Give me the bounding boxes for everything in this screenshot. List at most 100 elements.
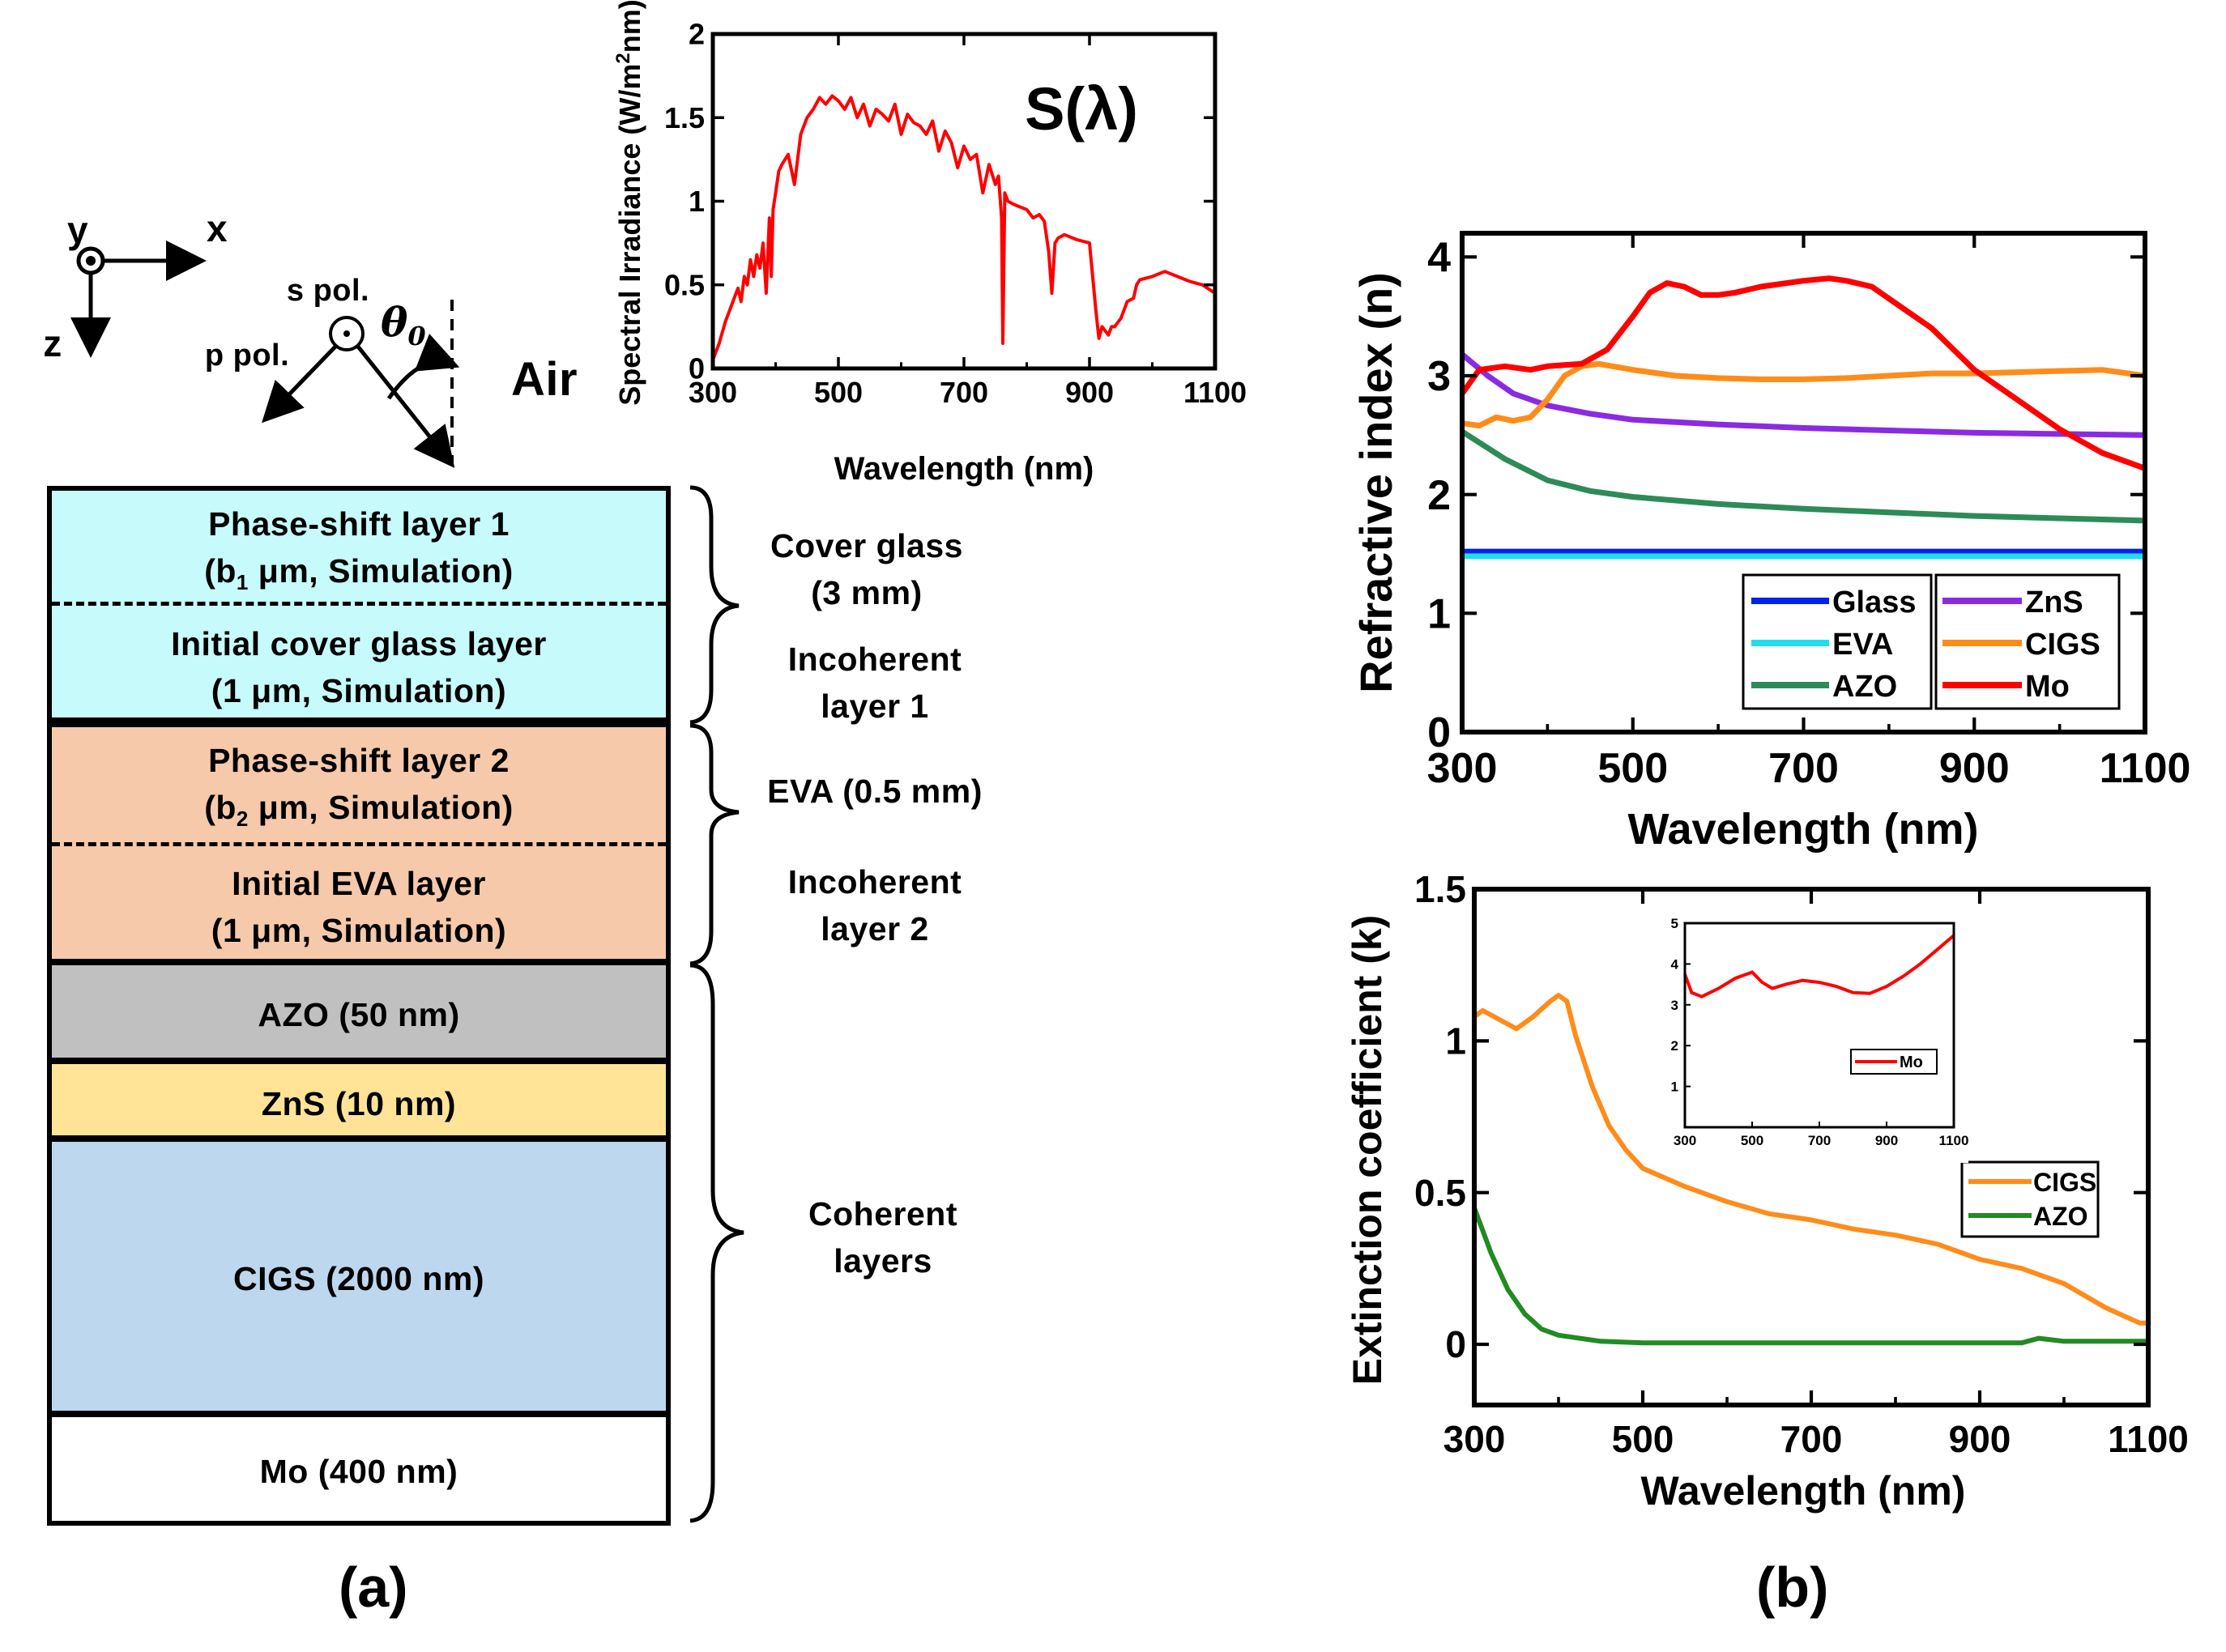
inset-x-tick-label: 900 — [1875, 1133, 1898, 1148]
y-tick-label: 0 — [1427, 709, 1451, 756]
x-tick-label: 300 — [1427, 745, 1498, 792]
y-tick-label: 0 — [689, 352, 705, 385]
legend-label-mo: Mo — [2025, 670, 2070, 704]
mo-layer-label: Mo (400 nm) — [259, 1453, 458, 1490]
x-tick-label: 1100 — [2108, 1418, 2189, 1460]
series-line-azo — [1472, 1207, 2148, 1346]
x-tick-label: 500 — [1612, 1418, 1674, 1460]
panel-a-label: (a) — [339, 1556, 408, 1619]
series-line-s- — [711, 94, 1217, 361]
y-tick-label: 1 — [1427, 591, 1451, 638]
incoherent-layer-1-label: Incoherent layer 1 — [787, 641, 962, 725]
incoherent-layer-2-label: Incoherent layer 2 — [787, 863, 962, 947]
inset-chart: 300 500 700 900 1100 1 2 3 4 5 Mo — [1671, 916, 1969, 1163]
x-tick-label: 500 — [814, 376, 863, 409]
p-polarization-label: p pol. — [204, 338, 290, 373]
series-line-mo — [1460, 275, 2147, 471]
phase-shift-layer-2-detail: (b2 μm, Simulation) — [204, 789, 514, 832]
y-tick-label: 4 — [1427, 235, 1451, 282]
azo-layer-label: AZO (50 nm) — [258, 996, 460, 1033]
y-tick-label: 0.5 — [664, 268, 705, 301]
y-tick-label: 0 — [1445, 1323, 1466, 1365]
legend: Glass EVA AZO ZnS CIGS Mo — [1742, 573, 2121, 710]
x-axis-title: Wavelength (nm) — [1627, 805, 1978, 854]
x-tick-label: 700 — [940, 376, 988, 409]
s-polarization-label: s pol. — [286, 274, 370, 308]
inset-x-tick-label: 300 — [1674, 1133, 1696, 1148]
cover-glass-brace-label: Cover glass (3 mm) — [770, 527, 963, 611]
series-line-azo — [1461, 428, 2146, 524]
legend-label-glass: Glass — [1832, 585, 1917, 620]
cover-glass-layer-box: Phase-shift layer 1 (b1 μm, Simulation) … — [47, 486, 671, 722]
coordinate-axes — [70, 241, 207, 358]
cigs-layer-label: CIGS (2000 nm) — [232, 1260, 485, 1297]
coherent-layers-label: Coherent layers — [808, 1195, 957, 1279]
x-tick-label: 500 — [1597, 745, 1668, 792]
phase-shift-layer-2-title: Phase-shift layer 2 — [208, 742, 510, 779]
inset-y-tick-label: 5 — [1671, 916, 1678, 931]
air-label: Air — [510, 353, 578, 406]
x-tick-label: 700 — [1768, 745, 1839, 792]
inset-legend-label: Mo — [1900, 1054, 1923, 1071]
y-axis-label: y — [66, 209, 89, 251]
spectrum-annotation: S(λ) — [1025, 75, 1138, 143]
series-line-zns — [1460, 351, 2146, 438]
legend: CIGS AZO — [1960, 1160, 2100, 1238]
y-tick-label: 1 — [689, 185, 705, 218]
y-tick-label: 0.5 — [1414, 1172, 1466, 1214]
phase-shift-divider-2 — [52, 842, 666, 846]
series-line-cigs — [1473, 993, 2148, 1326]
x-axis-title: Wavelength (nm) — [1641, 1468, 1966, 1514]
x-tick-label: 1100 — [2100, 745, 2191, 792]
y-tick-label: 1.5 — [1414, 868, 1466, 910]
plot-frame — [710, 32, 1217, 371]
y-tick-label: 1 — [1445, 1020, 1466, 1062]
inset-y-tick-label: 2 — [1671, 1038, 1678, 1054]
y-tick-label: 2 — [1427, 472, 1451, 519]
initial-eva-detail: (1 μm, Simulation) — [211, 912, 507, 949]
series-line-cigs — [1461, 360, 2146, 429]
inset-y-tick-label: 3 — [1671, 998, 1678, 1013]
panel-b-label: (b) — [1756, 1556, 1829, 1619]
x-tick-label: 300 — [1443, 1418, 1506, 1460]
x-tick-label: 900 — [1939, 745, 2010, 792]
y-axis-title: Spectral Irradiance (W/m2nm) — [612, 0, 647, 406]
chart-refractive: 300 500 700 900 1100 0 1 2 3 4 Wavelength (nm) Refr… — [1350, 231, 2191, 854]
phase-shift-layer-1-detail: (b1 μm, Simulation) — [204, 552, 514, 595]
zns-layer-label: ZnS (10 nm) — [261, 1085, 457, 1122]
eva-brace-label: EVA (0.5 mm) — [767, 773, 983, 810]
phase-shift-divider-1 — [52, 602, 666, 606]
chart-extinction: 300 500 700 900 1100 0 0.5 1 1.5 Wavelength (nm) E… — [1345, 868, 2189, 1514]
y-axis-title: Refractive index (n) — [1350, 272, 1401, 693]
mo-layer: Mo (400 nm) — [47, 1412, 671, 1526]
x-tick-label: 900 — [1065, 376, 1114, 409]
initial-cover-glass-title: Initial cover glass layer — [171, 625, 547, 662]
legend-label-cigs: CIGS — [2033, 1168, 2096, 1197]
legend-label-eva: EVA — [1832, 628, 1893, 662]
inset-x-tick-label: 500 — [1741, 1133, 1763, 1148]
y-tick-label: 1.5 — [664, 101, 705, 134]
x-tick-label: 300 — [689, 376, 737, 409]
x-axis-label: x — [206, 207, 228, 249]
legend-label-azo: AZO — [1832, 670, 1897, 704]
x-axis-title: Wavelength (nm) — [834, 451, 1094, 487]
legend-label-azo: AZO — [2033, 1202, 2088, 1231]
incidence-diagram — [262, 300, 460, 468]
inset-series-mo — [1683, 934, 1955, 998]
initial-eva-title: Initial EVA layer — [232, 865, 486, 902]
chart-spectrum: 300 500 700 900 1100 0 0.5 1 1.5 2 Wavelength (nm)… — [612, 0, 1247, 487]
initial-cover-glass-detail: (1 μm, Simulation) — [211, 672, 507, 709]
legend-label-zns: ZnS — [2025, 585, 2083, 620]
inset-x-tick-label: 700 — [1808, 1133, 1831, 1148]
x-tick-label: 700 — [1780, 1418, 1843, 1460]
y-tick-label: 3 — [1427, 353, 1451, 400]
z-axis-label: z — [43, 322, 62, 364]
y-tick-label: 2 — [689, 18, 705, 51]
azo-layer: AZO (50 nm) — [47, 960, 671, 1062]
inset-x-tick-label: 1100 — [1939, 1133, 1969, 1148]
inset-background — [1675, 917, 1968, 1163]
eva-layer-box: Phase-shift layer 2 (b2 μm, Simulation) … — [47, 722, 671, 964]
legend-box — [1960, 1160, 2100, 1238]
